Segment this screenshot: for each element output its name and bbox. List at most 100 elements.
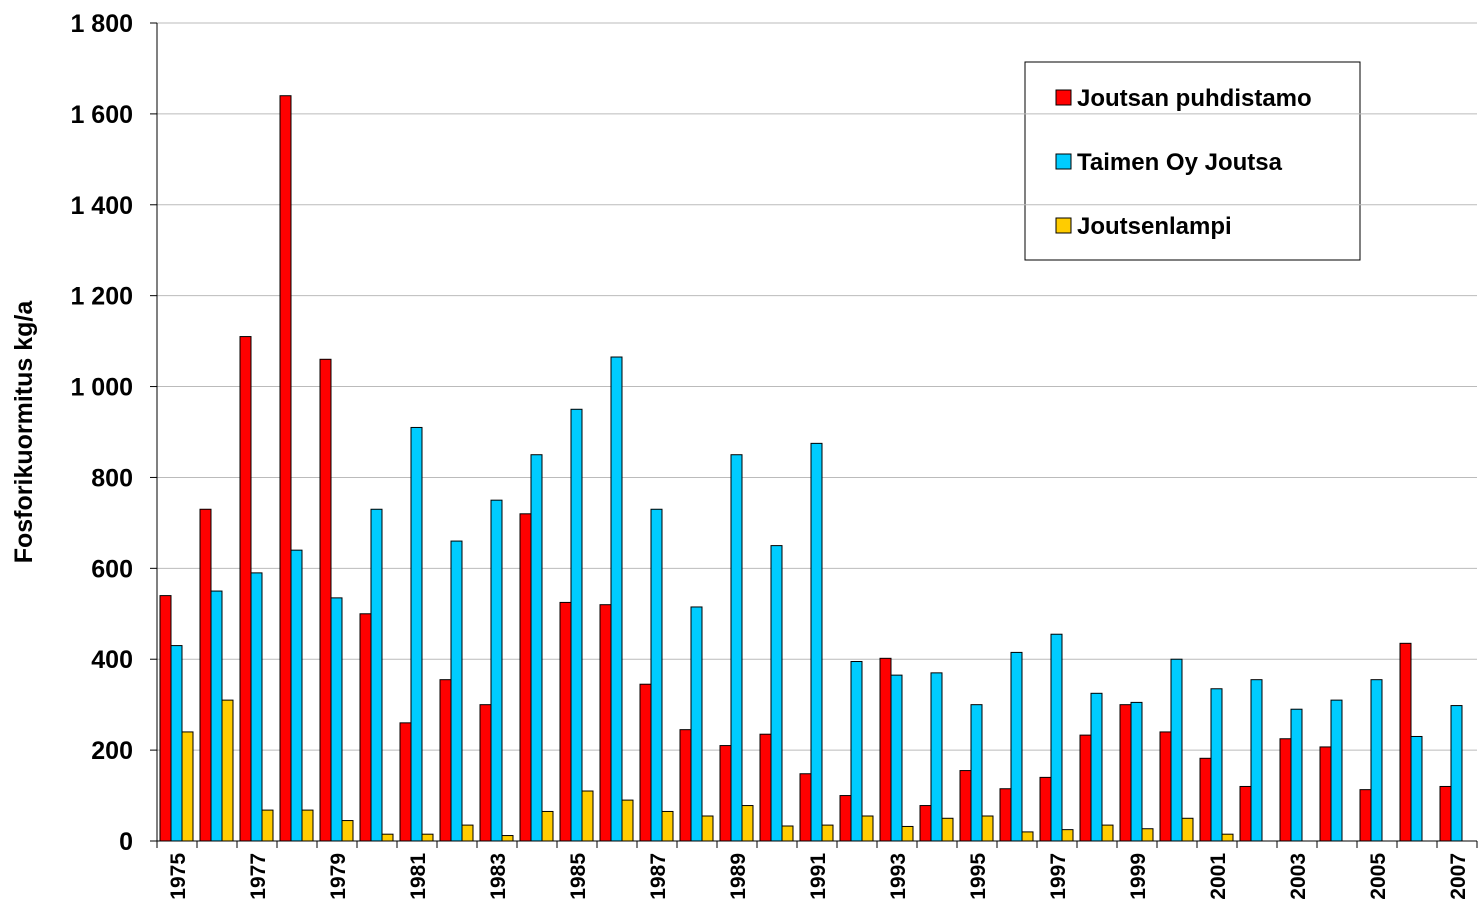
bar bbox=[1021, 831, 1034, 842]
bar bbox=[1181, 817, 1194, 842]
bar bbox=[1290, 708, 1303, 842]
bar bbox=[181, 731, 194, 842]
x-tick-label: 2007 bbox=[1447, 853, 1470, 900]
bar bbox=[1170, 658, 1183, 842]
y-axis-title: Fosforikuormitus kg/a bbox=[10, 300, 38, 564]
bar bbox=[1119, 704, 1132, 842]
bar bbox=[1050, 633, 1063, 842]
bar bbox=[221, 699, 234, 842]
bar bbox=[799, 773, 812, 842]
bar bbox=[439, 679, 452, 842]
bar bbox=[1061, 829, 1074, 842]
y-tick-label: 1 000 bbox=[70, 374, 133, 402]
bar bbox=[261, 809, 274, 842]
bar bbox=[1199, 757, 1212, 842]
bar bbox=[570, 408, 583, 842]
bar bbox=[461, 824, 474, 842]
bar bbox=[479, 704, 492, 842]
x-tick-label: 1989 bbox=[727, 853, 750, 900]
bar bbox=[490, 499, 503, 842]
x-tick-label: 2003 bbox=[1287, 853, 1310, 900]
x-tick-label: 1979 bbox=[327, 853, 350, 900]
x-tick-label: 2005 bbox=[1367, 853, 1390, 900]
bar bbox=[370, 508, 383, 842]
bar bbox=[599, 604, 612, 842]
x-tick-label: 1987 bbox=[647, 853, 670, 900]
bar bbox=[290, 549, 303, 842]
legend: Joutsan puhdistamo Taimen Oy Joutsa Joutse… bbox=[1024, 61, 1361, 261]
bar bbox=[450, 540, 463, 842]
x-tick-label: 1985 bbox=[567, 853, 590, 900]
bar bbox=[399, 722, 412, 842]
y-tick-label: 200 bbox=[91, 737, 133, 765]
bar bbox=[1359, 789, 1372, 842]
bar bbox=[1221, 833, 1234, 842]
bar bbox=[1101, 824, 1114, 842]
bar bbox=[279, 95, 292, 842]
bar bbox=[1250, 679, 1263, 842]
bar bbox=[719, 745, 732, 842]
legend-label: Joutsenlampi bbox=[1077, 213, 1232, 240]
y-tick-label: 400 bbox=[91, 646, 133, 674]
legend-box bbox=[1024, 61, 1361, 261]
bar bbox=[1319, 746, 1332, 842]
legend-swatch bbox=[1055, 217, 1072, 234]
bar bbox=[959, 770, 972, 842]
x-tick-label: 1995 bbox=[967, 853, 990, 900]
bar bbox=[901, 825, 914, 842]
bar bbox=[199, 508, 212, 842]
bar bbox=[690, 606, 703, 842]
bar bbox=[610, 356, 623, 842]
bar bbox=[970, 704, 983, 842]
bar bbox=[319, 358, 332, 842]
bar bbox=[1370, 679, 1383, 842]
bar bbox=[1279, 738, 1292, 842]
bar bbox=[930, 672, 943, 842]
bar bbox=[621, 799, 634, 842]
bar bbox=[741, 805, 754, 842]
y-tick-label: 800 bbox=[91, 464, 133, 492]
legend-swatch bbox=[1055, 153, 1072, 170]
bar bbox=[1141, 828, 1154, 842]
bar bbox=[250, 572, 263, 842]
bar bbox=[1330, 699, 1343, 842]
bar bbox=[1079, 734, 1092, 842]
y-tick-label: 1 200 bbox=[70, 283, 133, 311]
bar bbox=[1410, 735, 1423, 842]
bar bbox=[1130, 701, 1143, 842]
bar bbox=[679, 729, 692, 842]
bar bbox=[661, 810, 674, 842]
bar bbox=[890, 674, 903, 842]
bar bbox=[530, 454, 543, 842]
bar bbox=[330, 597, 343, 842]
x-tick-label: 2001 bbox=[1207, 853, 1230, 900]
bar bbox=[1010, 651, 1023, 842]
bar bbox=[1399, 642, 1412, 842]
y-tick-label: 1 800 bbox=[70, 10, 133, 38]
legend-label: Taimen Oy Joutsa bbox=[1077, 149, 1283, 176]
bar bbox=[781, 825, 794, 842]
bar bbox=[639, 683, 652, 842]
bar bbox=[381, 833, 394, 842]
bar bbox=[919, 805, 932, 842]
bar bbox=[301, 809, 314, 842]
bar bbox=[981, 815, 994, 842]
bar bbox=[879, 657, 892, 842]
bar bbox=[1039, 776, 1052, 842]
bar bbox=[730, 454, 743, 842]
bar bbox=[1439, 785, 1452, 842]
bar bbox=[341, 820, 354, 842]
y-tick-label: 0 bbox=[119, 828, 133, 856]
x-tick-label: 1981 bbox=[407, 853, 430, 900]
bar bbox=[359, 613, 372, 842]
bar bbox=[861, 815, 874, 842]
bar bbox=[581, 790, 594, 842]
y-tick-label: 1 600 bbox=[70, 101, 133, 129]
bar bbox=[541, 810, 554, 842]
x-tick-label: 1991 bbox=[807, 853, 830, 900]
bar bbox=[501, 835, 514, 842]
x-tick-label: 1975 bbox=[167, 853, 190, 900]
bar bbox=[210, 590, 223, 842]
bar bbox=[770, 545, 783, 842]
